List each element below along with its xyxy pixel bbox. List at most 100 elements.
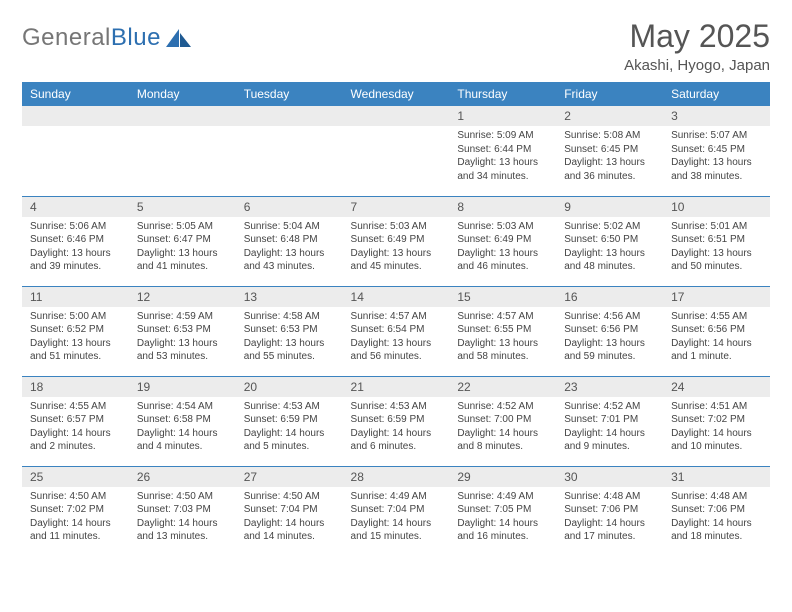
calendar-cell: 6Sunrise: 5:04 AMSunset: 6:48 PMDaylight…	[236, 196, 343, 286]
calendar-cell	[129, 106, 236, 196]
calendar-cell	[343, 106, 450, 196]
weekday-header: Wednesday	[343, 82, 450, 106]
calendar-cell: 5Sunrise: 5:05 AMSunset: 6:47 PMDaylight…	[129, 196, 236, 286]
day-details: Sunrise: 5:00 AMSunset: 6:52 PMDaylight:…	[22, 307, 129, 368]
day-number: 20	[236, 377, 343, 397]
day-details: Sunrise: 4:54 AMSunset: 6:58 PMDaylight:…	[129, 397, 236, 458]
day-number: 8	[449, 197, 556, 217]
day-number: 25	[22, 467, 129, 487]
day-number: 5	[129, 197, 236, 217]
calendar-cell: 2Sunrise: 5:08 AMSunset: 6:45 PMDaylight…	[556, 106, 663, 196]
calendar-cell: 23Sunrise: 4:52 AMSunset: 7:01 PMDayligh…	[556, 376, 663, 466]
calendar-cell: 8Sunrise: 5:03 AMSunset: 6:49 PMDaylight…	[449, 196, 556, 286]
day-number: 23	[556, 377, 663, 397]
calendar-cell: 26Sunrise: 4:50 AMSunset: 7:03 PMDayligh…	[129, 466, 236, 556]
day-details: Sunrise: 4:53 AMSunset: 6:59 PMDaylight:…	[236, 397, 343, 458]
day-number: 21	[343, 377, 450, 397]
calendar-cell: 13Sunrise: 4:58 AMSunset: 6:53 PMDayligh…	[236, 286, 343, 376]
calendar-cell: 28Sunrise: 4:49 AMSunset: 7:04 PMDayligh…	[343, 466, 450, 556]
calendar-cell: 27Sunrise: 4:50 AMSunset: 7:04 PMDayligh…	[236, 466, 343, 556]
day-number: 10	[663, 197, 770, 217]
day-number: 22	[449, 377, 556, 397]
day-number: 24	[663, 377, 770, 397]
calendar-table: SundayMondayTuesdayWednesdayThursdayFrid…	[22, 82, 770, 556]
day-details: Sunrise: 4:55 AMSunset: 6:56 PMDaylight:…	[663, 307, 770, 368]
calendar-cell: 11Sunrise: 5:00 AMSunset: 6:52 PMDayligh…	[22, 286, 129, 376]
calendar-body: 1Sunrise: 5:09 AMSunset: 6:44 PMDaylight…	[22, 106, 770, 556]
day-number	[343, 106, 450, 126]
weekday-header: Sunday	[22, 82, 129, 106]
calendar-row: 4Sunrise: 5:06 AMSunset: 6:46 PMDaylight…	[22, 196, 770, 286]
day-number: 4	[22, 197, 129, 217]
calendar-cell: 9Sunrise: 5:02 AMSunset: 6:50 PMDaylight…	[556, 196, 663, 286]
location: Akashi, Hyogo, Japan	[624, 57, 770, 74]
calendar-cell: 3Sunrise: 5:07 AMSunset: 6:45 PMDaylight…	[663, 106, 770, 196]
day-details: Sunrise: 4:55 AMSunset: 6:57 PMDaylight:…	[22, 397, 129, 458]
day-details: Sunrise: 5:01 AMSunset: 6:51 PMDaylight:…	[663, 217, 770, 278]
day-details: Sunrise: 5:05 AMSunset: 6:47 PMDaylight:…	[129, 217, 236, 278]
day-number: 6	[236, 197, 343, 217]
day-details: Sunrise: 4:58 AMSunset: 6:53 PMDaylight:…	[236, 307, 343, 368]
calendar-cell: 10Sunrise: 5:01 AMSunset: 6:51 PMDayligh…	[663, 196, 770, 286]
day-number: 28	[343, 467, 450, 487]
day-details: Sunrise: 4:57 AMSunset: 6:54 PMDaylight:…	[343, 307, 450, 368]
day-number: 19	[129, 377, 236, 397]
day-details: Sunrise: 4:52 AMSunset: 7:00 PMDaylight:…	[449, 397, 556, 458]
day-number: 14	[343, 287, 450, 307]
calendar-cell: 24Sunrise: 4:51 AMSunset: 7:02 PMDayligh…	[663, 376, 770, 466]
day-details: Sunrise: 5:04 AMSunset: 6:48 PMDaylight:…	[236, 217, 343, 278]
calendar-row: 25Sunrise: 4:50 AMSunset: 7:02 PMDayligh…	[22, 466, 770, 556]
calendar-cell: 21Sunrise: 4:53 AMSunset: 6:59 PMDayligh…	[343, 376, 450, 466]
day-number: 18	[22, 377, 129, 397]
day-details: Sunrise: 4:48 AMSunset: 7:06 PMDaylight:…	[556, 487, 663, 548]
day-details: Sunrise: 4:49 AMSunset: 7:04 PMDaylight:…	[343, 487, 450, 548]
day-number: 1	[449, 106, 556, 126]
weekday-header: Monday	[129, 82, 236, 106]
day-number: 2	[556, 106, 663, 126]
calendar-cell: 4Sunrise: 5:06 AMSunset: 6:46 PMDaylight…	[22, 196, 129, 286]
day-details: Sunrise: 4:57 AMSunset: 6:55 PMDaylight:…	[449, 307, 556, 368]
day-details: Sunrise: 4:52 AMSunset: 7:01 PMDaylight:…	[556, 397, 663, 458]
calendar-cell: 31Sunrise: 4:48 AMSunset: 7:06 PMDayligh…	[663, 466, 770, 556]
day-number: 9	[556, 197, 663, 217]
calendar-cell: 30Sunrise: 4:48 AMSunset: 7:06 PMDayligh…	[556, 466, 663, 556]
day-details: Sunrise: 5:08 AMSunset: 6:45 PMDaylight:…	[556, 126, 663, 187]
calendar-cell	[22, 106, 129, 196]
day-details: Sunrise: 5:03 AMSunset: 6:49 PMDaylight:…	[343, 217, 450, 278]
day-number: 7	[343, 197, 450, 217]
calendar-cell: 16Sunrise: 4:56 AMSunset: 6:56 PMDayligh…	[556, 286, 663, 376]
calendar-cell: 22Sunrise: 4:52 AMSunset: 7:00 PMDayligh…	[449, 376, 556, 466]
day-number	[22, 106, 129, 126]
calendar-cell: 12Sunrise: 4:59 AMSunset: 6:53 PMDayligh…	[129, 286, 236, 376]
calendar-cell: 15Sunrise: 4:57 AMSunset: 6:55 PMDayligh…	[449, 286, 556, 376]
day-details: Sunrise: 5:07 AMSunset: 6:45 PMDaylight:…	[663, 126, 770, 187]
weekday-header: Friday	[556, 82, 663, 106]
logo-sail-icon	[165, 27, 193, 49]
calendar-cell: 7Sunrise: 5:03 AMSunset: 6:49 PMDaylight…	[343, 196, 450, 286]
weekday-header-row: SundayMondayTuesdayWednesdayThursdayFrid…	[22, 82, 770, 106]
day-details: Sunrise: 4:53 AMSunset: 6:59 PMDaylight:…	[343, 397, 450, 458]
day-number: 12	[129, 287, 236, 307]
day-details: Sunrise: 4:49 AMSunset: 7:05 PMDaylight:…	[449, 487, 556, 548]
day-details: Sunrise: 4:59 AMSunset: 6:53 PMDaylight:…	[129, 307, 236, 368]
logo-text-2: Blue	[111, 24, 161, 51]
day-details: Sunrise: 5:02 AMSunset: 6:50 PMDaylight:…	[556, 217, 663, 278]
day-number: 15	[449, 287, 556, 307]
day-details: Sunrise: 5:09 AMSunset: 6:44 PMDaylight:…	[449, 126, 556, 187]
day-number: 3	[663, 106, 770, 126]
calendar-cell: 20Sunrise: 4:53 AMSunset: 6:59 PMDayligh…	[236, 376, 343, 466]
day-number: 27	[236, 467, 343, 487]
calendar-cell: 1Sunrise: 5:09 AMSunset: 6:44 PMDaylight…	[449, 106, 556, 196]
day-details: Sunrise: 5:03 AMSunset: 6:49 PMDaylight:…	[449, 217, 556, 278]
day-details: Sunrise: 4:48 AMSunset: 7:06 PMDaylight:…	[663, 487, 770, 548]
day-details: Sunrise: 4:50 AMSunset: 7:03 PMDaylight:…	[129, 487, 236, 548]
calendar-row: 1Sunrise: 5:09 AMSunset: 6:44 PMDaylight…	[22, 106, 770, 196]
day-number: 29	[449, 467, 556, 487]
day-number	[236, 106, 343, 126]
day-number: 16	[556, 287, 663, 307]
day-number: 17	[663, 287, 770, 307]
month-title: May 2025	[624, 18, 770, 55]
day-number	[129, 106, 236, 126]
calendar-row: 11Sunrise: 5:00 AMSunset: 6:52 PMDayligh…	[22, 286, 770, 376]
calendar-cell: 29Sunrise: 4:49 AMSunset: 7:05 PMDayligh…	[449, 466, 556, 556]
